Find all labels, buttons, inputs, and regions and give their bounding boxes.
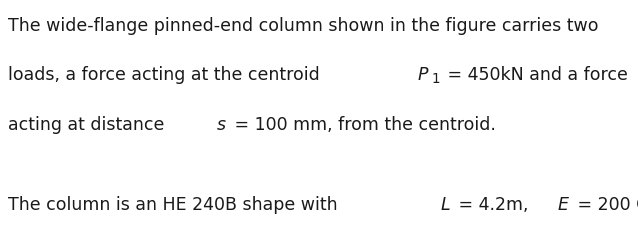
Text: acting at distance: acting at distance (8, 116, 170, 134)
Text: = 4.2m,: = 4.2m, (453, 196, 534, 214)
Text: The wide-flange pinned-end column shown in the figure carries two: The wide-flange pinned-end column shown … (8, 17, 599, 34)
Text: = 100 mm, from the centroid.: = 100 mm, from the centroid. (229, 116, 496, 134)
Text: s: s (217, 116, 226, 134)
Text: P: P (418, 66, 428, 84)
Text: E: E (558, 196, 568, 214)
Text: The column is an HE 240B shape with: The column is an HE 240B shape with (8, 196, 343, 214)
Text: loads, a force acting at the centroid: loads, a force acting at the centroid (8, 66, 325, 84)
Text: 1: 1 (431, 72, 440, 86)
Text: = 450kN and a force: = 450kN and a force (442, 66, 634, 84)
Text: = 200 GPa, and: = 200 GPa, and (572, 196, 638, 214)
Text: L: L (441, 196, 450, 214)
